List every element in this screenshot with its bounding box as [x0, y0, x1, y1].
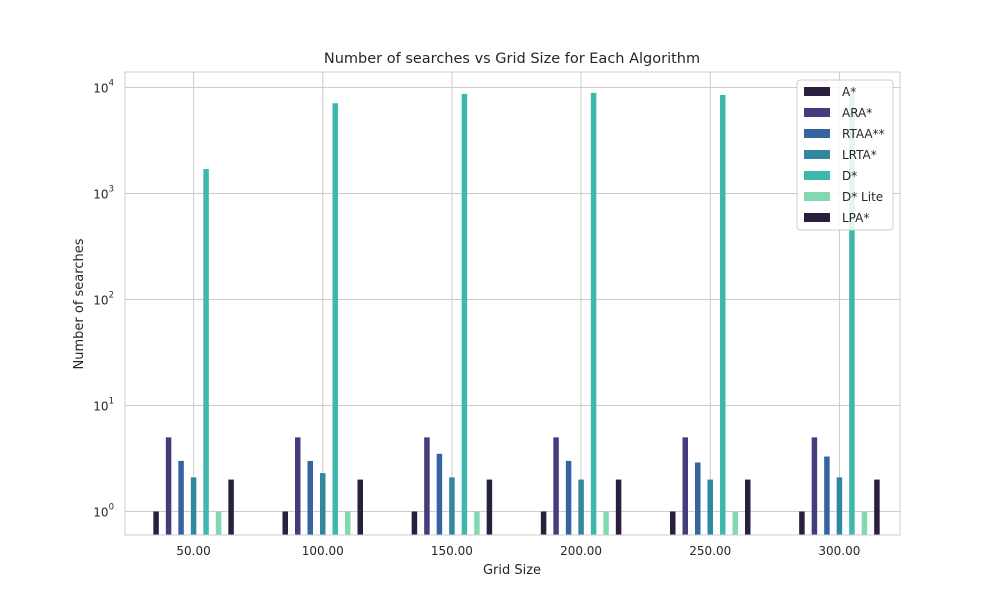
x-tick-label: 50.00	[176, 544, 210, 558]
bar	[670, 511, 676, 535]
bar	[615, 479, 622, 535]
bar	[590, 92, 597, 536]
bar	[707, 479, 713, 535]
legend: A* ARA* RTAA** LRTA* D* D* Lite LPA*	[796, 79, 894, 231]
legend-swatch	[804, 213, 830, 222]
bar	[215, 511, 222, 535]
legend-swatch	[804, 192, 830, 201]
y-tick-label: 100	[93, 502, 114, 519]
y-tick-label: 102	[93, 290, 114, 307]
bar	[836, 477, 843, 535]
y-tick-label: 103	[93, 184, 114, 201]
bar	[849, 93, 855, 536]
y-tick-base: 10	[93, 81, 108, 95]
bar	[861, 511, 868, 535]
bar	[153, 511, 159, 535]
bar	[357, 479, 363, 535]
bar	[228, 479, 234, 535]
bar	[345, 511, 351, 535]
bar	[486, 479, 493, 535]
y-tick-base: 10	[93, 399, 108, 413]
bar	[474, 511, 480, 535]
bar	[811, 437, 818, 535]
y-tick-base: 10	[93, 505, 108, 519]
x-tick-label: 100.00	[302, 544, 344, 558]
bar	[282, 511, 288, 535]
x-tick-label: 200.00	[560, 544, 602, 558]
y-tick-exponent: 2	[109, 290, 114, 300]
bar	[553, 437, 559, 535]
y-tick-label: 104	[93, 78, 114, 95]
bar	[461, 93, 468, 535]
bar	[799, 511, 805, 535]
legend-swatch	[804, 171, 830, 180]
bar	[295, 437, 301, 535]
bar	[720, 94, 726, 536]
bar	[203, 169, 209, 535]
legend-swatch	[804, 150, 830, 159]
x-tick-label: 300.00	[818, 544, 860, 558]
legend-label: D* Lite	[842, 190, 883, 204]
y-tick-base: 10	[93, 187, 108, 201]
legend-swatch	[804, 108, 830, 117]
legend-label: A*	[842, 85, 856, 99]
bar	[565, 460, 572, 535]
bar	[578, 479, 584, 535]
legend-label: LRTA*	[842, 148, 877, 162]
x-tick-label: 250.00	[689, 544, 731, 558]
bar	[682, 437, 688, 535]
y-tick-base: 10	[93, 293, 108, 307]
bars	[153, 92, 880, 536]
legend-swatch	[804, 129, 830, 138]
bar	[332, 103, 338, 536]
legend-label: RTAA**	[842, 127, 885, 141]
plot-frame	[124, 71, 901, 536]
bar	[307, 460, 313, 535]
y-tick-exponent: 4	[109, 78, 114, 88]
bar	[745, 479, 751, 535]
bar	[436, 453, 443, 535]
legend-swatch	[804, 87, 830, 96]
bar	[824, 456, 830, 535]
bar	[540, 511, 547, 535]
x-axis-label: Grid Size	[483, 563, 541, 578]
y-tick-label: 101	[93, 396, 114, 413]
bar	[320, 473, 326, 535]
bar	[424, 437, 430, 535]
legend-label: ARA*	[842, 106, 872, 120]
bar	[449, 477, 455, 535]
y-tick-exponent: 0	[109, 502, 114, 512]
grid-lines	[125, 72, 900, 535]
bar	[411, 511, 418, 535]
y-axis-label: Number of searches	[72, 238, 87, 369]
x-tick-label: 150.00	[431, 544, 473, 558]
bar	[178, 460, 184, 535]
bar	[165, 437, 172, 535]
bar	[190, 477, 197, 535]
bar	[732, 511, 738, 535]
bar	[874, 479, 880, 535]
bar	[695, 462, 701, 535]
legend-label: D*	[842, 169, 857, 183]
chart-title: Number of searches vs Grid Size for Each…	[324, 51, 700, 67]
y-tick-exponent: 3	[109, 184, 114, 194]
legend-label: LPA*	[842, 211, 869, 225]
y-tick-exponent: 1	[109, 396, 114, 406]
bar	[603, 511, 609, 535]
